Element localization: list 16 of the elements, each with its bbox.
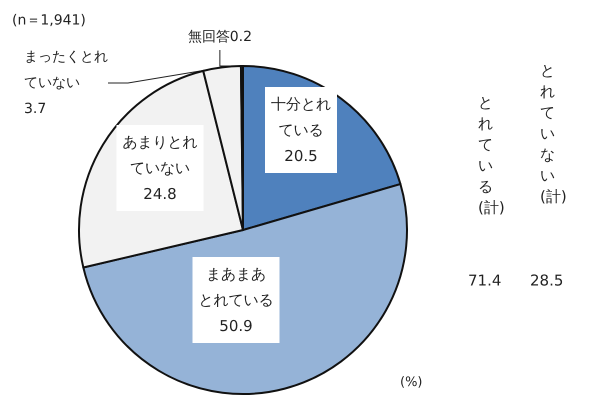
text: とれていない(計) bbox=[540, 62, 567, 206]
slice-label: 無回答 bbox=[188, 29, 230, 45]
text: 28.5 bbox=[530, 272, 564, 290]
text: 71.4 bbox=[468, 272, 502, 290]
data-label: 20.5 bbox=[284, 147, 318, 165]
slice-label: あまりとれていない bbox=[122, 133, 198, 177]
slice-label: まあまあとれている bbox=[198, 265, 274, 309]
data-label: 0.2 bbox=[230, 29, 252, 45]
data-label: 3.7 bbox=[24, 101, 46, 117]
slice-label: 十分とれている bbox=[271, 95, 331, 139]
data-label: 24.8 bbox=[143, 185, 177, 203]
text: (%) bbox=[400, 375, 422, 390]
data-label: 50.9 bbox=[219, 317, 253, 335]
text: (n＝1,941) bbox=[12, 12, 86, 28]
slice-label: まったくとれていない bbox=[24, 49, 108, 91]
text: とれている(計) bbox=[478, 94, 505, 216]
